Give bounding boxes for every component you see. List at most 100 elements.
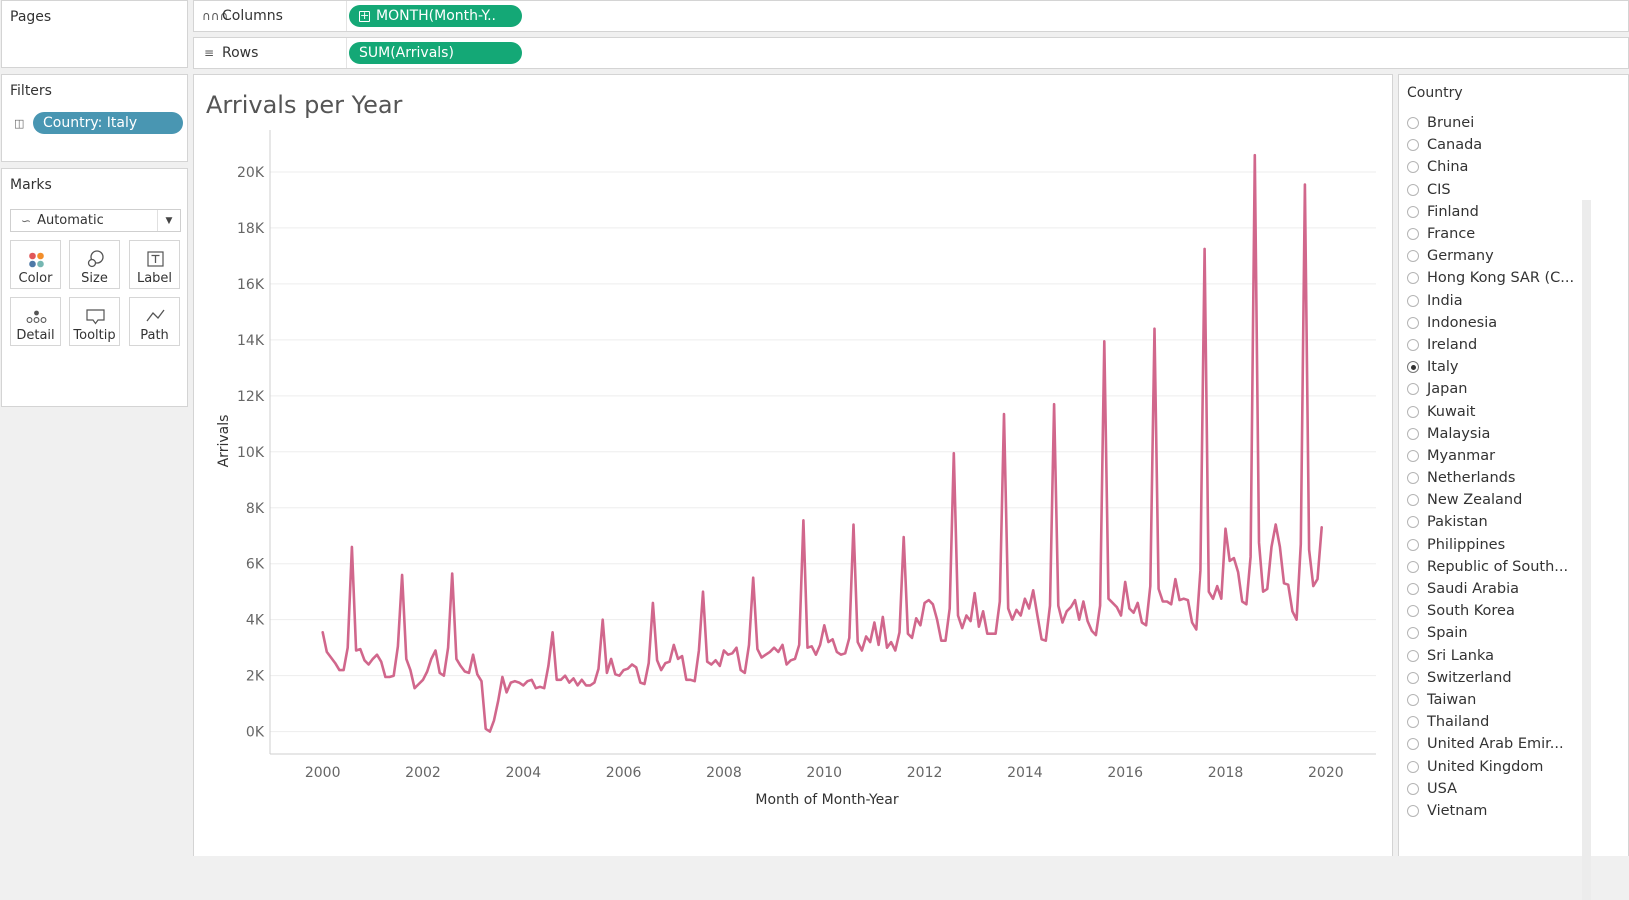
country-option[interactable]: Germany [1399,245,1579,267]
country-option[interactable]: Sri Lanka [1399,645,1579,667]
country-option[interactable]: New Zealand [1399,489,1579,511]
rows-label: Rows [222,45,259,61]
country-option[interactable]: Malaysia [1399,423,1579,445]
radio-button[interactable] [1407,427,1419,440]
radio-button[interactable] [1407,716,1419,729]
radio-button[interactable] [1407,361,1419,374]
country-option[interactable]: Vietnam [1399,800,1579,822]
radio-button[interactable] [1407,449,1419,462]
filters-card: Filters ◫ Country: Italy [1,74,188,162]
path-button[interactable]: Path [129,297,180,346]
line-mark-icon: ∽ [21,213,32,228]
country-option[interactable]: Republic of South... [1399,556,1579,578]
country-option[interactable]: India [1399,290,1579,312]
country-option[interactable]: Hong Kong SAR (C... [1399,267,1579,289]
country-option[interactable]: Indonesia [1399,312,1579,334]
radio-button[interactable] [1407,760,1419,773]
size-button[interactable]: Size [69,240,120,289]
country-option[interactable]: Japan [1399,378,1579,400]
country-option[interactable]: United Kingdom [1399,755,1579,777]
radio-button[interactable] [1407,205,1419,218]
radio-button[interactable] [1407,338,1419,351]
radio-button[interactable] [1407,627,1419,640]
radio-button[interactable] [1407,782,1419,795]
country-option[interactable]: Switzerland [1399,667,1579,689]
country-option-label: Myanmar [1427,447,1496,464]
radio-button[interactable] [1407,250,1419,263]
country-option[interactable]: South Korea [1399,600,1579,622]
country-option[interactable]: Spain [1399,622,1579,644]
radio-button[interactable] [1407,294,1419,307]
label-button[interactable]: Label [129,240,180,289]
country-option[interactable]: CIS [1399,179,1579,201]
y-tick-label: 10K [237,445,265,461]
radio-button[interactable] [1407,383,1419,396]
radio-button[interactable] [1407,183,1419,196]
color-button[interactable]: Color [10,240,61,289]
radio-button[interactable] [1407,649,1419,662]
country-option[interactable]: Finland [1399,201,1579,223]
country-option-label: Canada [1427,137,1483,154]
radio-button[interactable] [1407,117,1419,130]
radio-button[interactable] [1407,671,1419,684]
columns-pill[interactable]: + MONTH(Month-Y.. [349,5,522,27]
detail-icon [26,310,47,323]
chevron-down-icon[interactable]: ▼ [157,210,180,231]
country-option[interactable]: France [1399,223,1579,245]
country-filter-pill[interactable]: Country: Italy [33,112,183,134]
country-option[interactable]: Netherlands [1399,467,1579,489]
mark-type-dropdown[interactable]: ∽ Automatic ▼ [10,209,181,232]
radio-button[interactable] [1407,405,1419,418]
radio-button[interactable] [1407,804,1419,817]
scrollbar[interactable] [1582,200,1591,900]
radio-button[interactable] [1407,560,1419,573]
radio-button[interactable] [1407,738,1419,751]
y-axis-label: Arrivals [216,415,232,468]
rows-pill[interactable]: SUM(Arrivals) [349,42,522,64]
rows-icon: ≡ [203,46,215,60]
radio-button[interactable] [1407,316,1419,329]
y-tick-label: 8K [246,501,265,517]
x-tick-label: 2010 [806,765,842,781]
country-list: Brunei Canada China CIS Finland France Germany… [1399,112,1579,822]
radio-button[interactable] [1407,272,1419,285]
radio-button[interactable] [1407,516,1419,529]
x-tick-label: 2016 [1107,765,1143,781]
country-option-label: United Arab Emir... [1427,736,1564,753]
line-chart: Arrivals per Year 0K 2K 4K 6K 8K 10K 12K 14K 16K… [206,91,1376,808]
mark-type-value: Automatic [37,213,104,228]
radio-button[interactable] [1407,605,1419,618]
country-option[interactable]: Philippines [1399,534,1579,556]
country-option-label: Italy [1427,359,1459,376]
radio-button[interactable] [1407,693,1419,706]
color-icon [29,252,44,268]
detail-button[interactable]: Detail [10,297,61,346]
radio-button[interactable] [1407,161,1419,174]
country-option[interactable]: Pakistan [1399,511,1579,533]
radio-button[interactable] [1407,583,1419,596]
country-option[interactable]: Saudi Arabia [1399,578,1579,600]
tooltip-label: Tooltip [73,328,116,343]
country-option[interactable]: Myanmar [1399,445,1579,467]
country-option[interactable]: USA [1399,778,1579,800]
country-option[interactable]: Italy [1399,356,1579,378]
y-tick-label: 12K [237,389,265,405]
size-icon [87,250,104,268]
radio-button[interactable] [1407,472,1419,485]
y-tick-label: 0K [246,725,265,741]
country-option[interactable]: Brunei [1399,112,1579,134]
radio-button[interactable] [1407,228,1419,241]
country-option[interactable]: Taiwan [1399,689,1579,711]
radio-button[interactable] [1407,494,1419,507]
country-option[interactable]: China [1399,156,1579,178]
x-tick-label: 2008 [706,765,742,781]
country-option[interactable]: Canada [1399,134,1579,156]
expand-icon[interactable]: + [359,8,370,22]
country-option[interactable]: Thailand [1399,711,1579,733]
country-option[interactable]: United Arab Emir... [1399,733,1579,755]
radio-button[interactable] [1407,139,1419,152]
radio-button[interactable] [1407,538,1419,551]
country-option[interactable]: Ireland [1399,334,1579,356]
tooltip-button[interactable]: Tooltip [69,297,120,346]
country-option[interactable]: Kuwait [1399,400,1579,422]
